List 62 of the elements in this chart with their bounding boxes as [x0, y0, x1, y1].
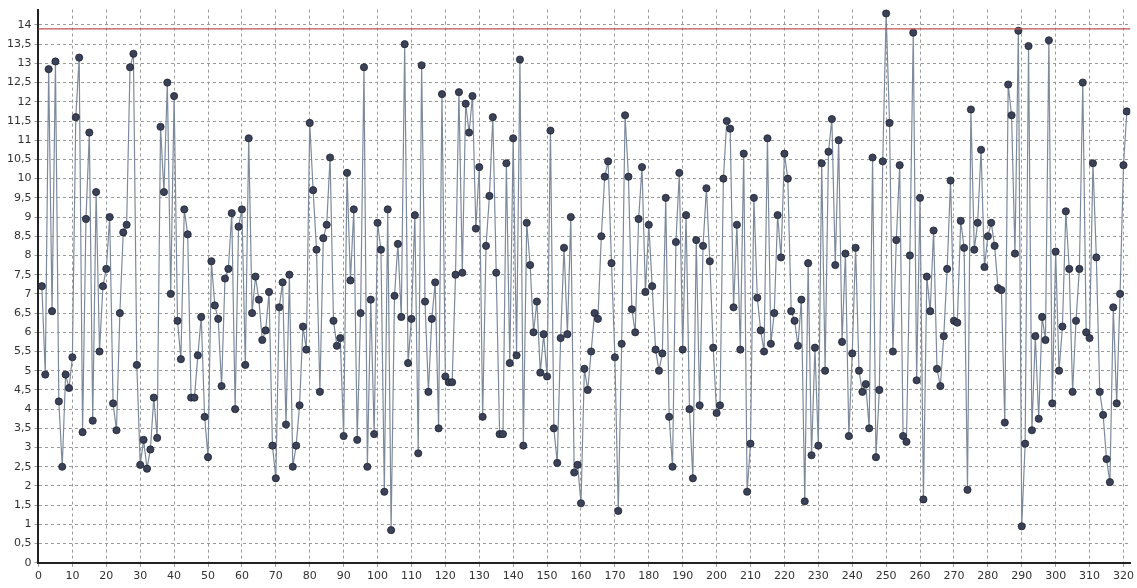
y-tick-label: 11: [17, 133, 32, 147]
x-tick-label: 240: [841, 569, 863, 583]
y-tick-label: 9: [24, 209, 32, 223]
y-tick-label: 5,5: [13, 344, 32, 358]
x-tick-label: 270: [943, 569, 965, 583]
y-tick-label: 10,5: [6, 152, 32, 166]
x-tick-label: 160: [570, 569, 592, 583]
x-tick-label: 130: [468, 569, 490, 583]
y-tick-label: 13: [17, 56, 32, 70]
x-tick-label: 60: [234, 569, 249, 583]
x-tick-label: 0: [34, 569, 42, 583]
y-tick-label: 9,5: [13, 190, 32, 204]
x-tick-label: 170: [604, 569, 626, 583]
x-tick-label: 120: [434, 569, 456, 583]
y-tick-label: 0,5: [13, 536, 32, 550]
x-tick-label: 290: [1011, 569, 1033, 583]
y-tick-label: 0: [24, 555, 32, 569]
x-tick-label: 20: [99, 569, 114, 583]
x-tick-label: 280: [977, 569, 999, 583]
y-tick-label: 2: [24, 478, 32, 492]
y-tick-label: 3: [24, 440, 32, 454]
x-tick-label: 190: [672, 569, 694, 583]
y-tick-label: 1: [24, 517, 32, 531]
y-tick-label: 14: [17, 17, 32, 31]
x-tick-label: 110: [400, 569, 422, 583]
x-tick-label: 250: [875, 569, 897, 583]
y-tick-label: 12,5: [6, 75, 32, 89]
x-tick-label: 100: [367, 569, 389, 583]
x-tick-label: 150: [536, 569, 558, 583]
x-tick-label: 320: [1112, 569, 1134, 583]
y-tick-label: 6: [24, 325, 32, 339]
y-tick-label: 13,5: [6, 37, 32, 51]
x-tick-label: 300: [1045, 569, 1067, 583]
x-tick-label: 230: [807, 569, 829, 583]
x-tick-label: 210: [740, 569, 762, 583]
x-tick-label: 220: [773, 569, 795, 583]
x-tick-label: 260: [909, 569, 931, 583]
x-tick-label: 140: [502, 569, 524, 583]
y-tick-label: 1,5: [13, 498, 32, 512]
y-tick-label: 7,5: [13, 267, 32, 281]
y-tick-label: 8,5: [13, 229, 32, 243]
x-tick-label: 90: [336, 569, 351, 583]
y-tick-label: 8: [24, 248, 32, 262]
x-tick-label: 80: [302, 569, 317, 583]
y-tick-label: 11,5: [6, 113, 32, 127]
x-tick-label: 50: [201, 569, 216, 583]
x-tick-label: 10: [65, 569, 80, 583]
x-tick-label: 40: [167, 569, 182, 583]
y-tick-label: 6,5: [13, 305, 32, 319]
y-tick-label: 5: [24, 363, 32, 377]
x-tick-label: 180: [638, 569, 660, 583]
x-tick-label: 310: [1079, 569, 1101, 583]
y-tick-label: 10: [17, 171, 32, 185]
y-tick-label: 4,5: [13, 382, 32, 396]
y-tick-label: 3,5: [13, 421, 32, 435]
x-tick-label: 70: [268, 569, 283, 583]
y-tick-label: 12: [17, 94, 32, 108]
y-tick-label: 2,5: [13, 459, 32, 473]
x-tick-label: 200: [706, 569, 728, 583]
y-tick-label: 4: [24, 401, 32, 415]
y-tick-label: 7: [24, 286, 32, 300]
x-tick-label: 30: [133, 569, 148, 583]
